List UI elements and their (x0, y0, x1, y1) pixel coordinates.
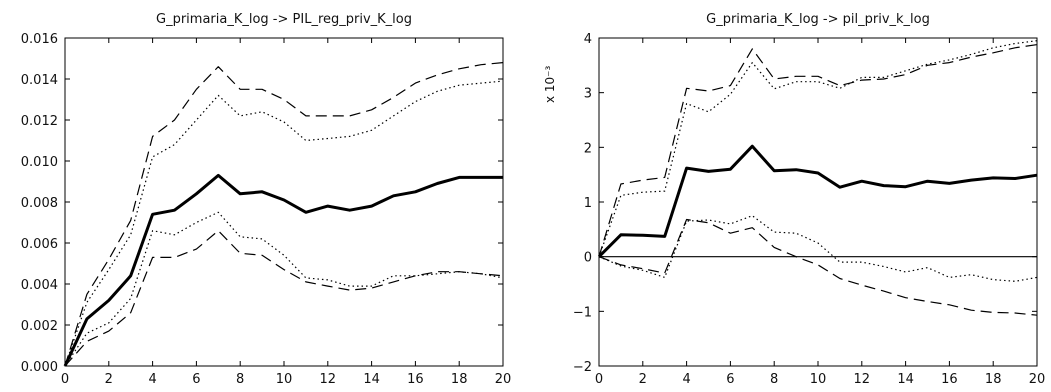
x-tick-label: 2 (105, 372, 113, 387)
series-line-lower-band-1 (64, 211, 504, 367)
x-tick-label: 12 (854, 372, 871, 387)
x-tick-label: 16 (941, 372, 958, 387)
axis-ticks-left: 0 2 4 6 8 10 12 14 16 18 20 0.000 0.002 0.004 0.006 0.0… (21, 32, 511, 387)
y-tick-label: −1 (573, 305, 592, 320)
y-tick-label: 0.000 (21, 360, 58, 375)
series-line-upper-band-2 (598, 40, 1038, 257)
x-tick-label: 14 (897, 372, 914, 387)
y-tick-label: 0.002 (21, 319, 58, 334)
series-line-lower-band-2 (598, 218, 1038, 316)
y-tick-label: 0.016 (21, 32, 58, 47)
x-tick-label: 6 (726, 372, 734, 387)
x-tick-label: 10 (810, 372, 827, 387)
y-tick-label: 0 (584, 251, 592, 266)
x-tick-label: 18 (985, 372, 1002, 387)
x-tick-label: 16 (407, 372, 424, 387)
y-tick-label: 4 (584, 32, 592, 47)
series-line-lower-band-1 (598, 215, 1038, 282)
x-tick-label: 0 (595, 372, 603, 387)
x-tick-label: 8 (236, 372, 244, 387)
series-line-upper-band-1 (64, 62, 504, 367)
x-tick-label: 10 (276, 372, 293, 387)
x-tick-label: 20 (495, 372, 512, 387)
x-tick-label: 0 (61, 372, 69, 387)
series-line-point-estimate (597, 144, 1038, 258)
x-tick-label: 2 (639, 372, 647, 387)
chart-title-right: G_primaria_K_log -> pil_priv_k_log (706, 12, 930, 27)
chart-title-left: G_primaria_K_log -> PIL_reg_priv_K_log (156, 12, 412, 27)
y-tick-label: 0.010 (21, 155, 58, 170)
x-tick-label: 14 (363, 372, 380, 387)
y-tick-label: 3 (584, 87, 592, 102)
x-tick-label: 20 (1029, 372, 1046, 387)
x-tick-label: 4 (148, 372, 156, 387)
y-tick-label: 0.006 (21, 237, 58, 252)
series-line-lower-band-2 (64, 230, 504, 367)
y-tick-label: −2 (573, 360, 592, 375)
series-line-upper-band-1 (598, 44, 1038, 257)
series-line-upper-band-2 (64, 80, 504, 367)
y-tick-label: 0.004 (21, 278, 58, 293)
plot-area-left (64, 37, 504, 367)
x-tick-label: 8 (770, 372, 778, 387)
x-tick-label: 18 (451, 372, 468, 387)
plot-area-right (598, 37, 1038, 367)
chart-panel-right: G_primaria_K_log -> pil_priv_k_log 0 2 4 6 8… (543, 12, 1045, 387)
y-multiplier-right: x 10⁻³ (543, 65, 557, 103)
chart-panel-left: G_primaria_K_log -> PIL_reg_priv_K_log 0… (21, 12, 511, 387)
series-line-point-estimate (63, 173, 503, 367)
y-tick-label: 0.012 (21, 114, 58, 129)
y-tick-label: 2 (584, 141, 592, 156)
series-group-right (597, 40, 1038, 316)
y-tick-label: 0.014 (21, 73, 58, 88)
y-tick-label: 1 (584, 196, 592, 211)
y-tick-label: 0.008 (21, 196, 58, 211)
x-tick-label: 6 (192, 372, 200, 387)
x-tick-label: 4 (682, 372, 690, 387)
x-tick-label: 12 (320, 372, 337, 387)
series-group-left (63, 62, 504, 367)
